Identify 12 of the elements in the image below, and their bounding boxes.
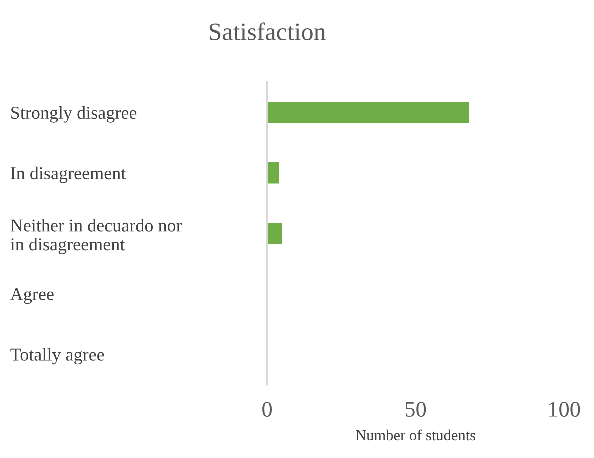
x-tick-label: 0	[262, 402, 272, 418]
y-tick-label: Agree	[10, 288, 54, 304]
y-tick-label: Strongly disagree	[12, 106, 137, 123]
chart-title: Satisfaction	[210, 22, 326, 40]
x-tick-label: 100	[550, 402, 580, 418]
y-tick-label: Neither in decuardo nor in disagreement	[10, 219, 182, 254]
x-axis-title: Number of students	[356, 430, 476, 441]
x-tick-label: 50	[406, 402, 426, 418]
bar	[267, 223, 282, 244]
y-tick-label: Totally agree	[10, 348, 104, 365]
bar	[267, 102, 470, 124]
y-tick-label: In disagreement	[11, 166, 126, 184]
